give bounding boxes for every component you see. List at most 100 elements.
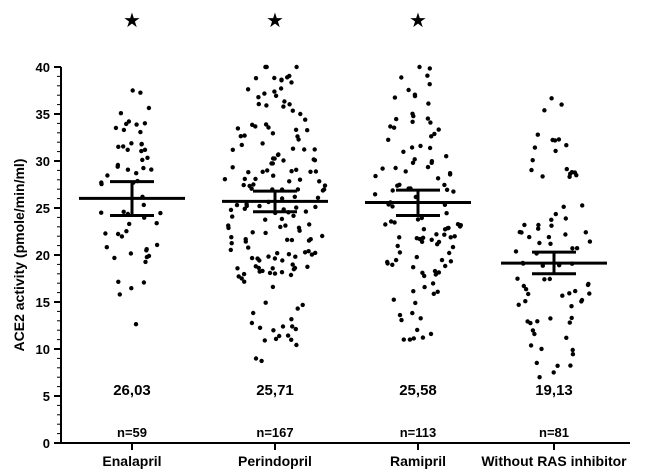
data-point bbox=[230, 147, 235, 152]
data-point bbox=[573, 288, 578, 294]
data-point bbox=[530, 328, 536, 333]
data-point bbox=[570, 352, 576, 357]
data-point bbox=[410, 160, 416, 165]
data-point bbox=[228, 207, 234, 213]
data-point bbox=[121, 144, 126, 149]
data-point bbox=[388, 124, 393, 129]
data-point bbox=[293, 254, 298, 259]
data-point bbox=[264, 103, 269, 108]
data-point bbox=[113, 125, 119, 131]
data-point bbox=[256, 265, 261, 271]
group-ramipril: 25,58 n=113 Ramipril ★ bbox=[365, 8, 471, 469]
data-point bbox=[115, 162, 121, 168]
data-point bbox=[238, 134, 243, 139]
data-point bbox=[397, 250, 403, 255]
data-point bbox=[397, 182, 402, 187]
data-point bbox=[569, 315, 574, 321]
data-point bbox=[288, 272, 294, 278]
data-point bbox=[401, 149, 406, 154]
data-point bbox=[401, 337, 406, 342]
data-point bbox=[561, 204, 566, 209]
data-point bbox=[403, 169, 408, 174]
data-point bbox=[386, 137, 391, 142]
data-point bbox=[298, 111, 303, 117]
sample-size-label: n=167 bbox=[256, 425, 293, 440]
data-point bbox=[383, 222, 388, 227]
data-point bbox=[281, 158, 286, 163]
data-point bbox=[272, 75, 277, 81]
x-category-label: Ramipril bbox=[390, 453, 446, 469]
data-point bbox=[145, 155, 150, 160]
data-point bbox=[532, 145, 538, 150]
data-point bbox=[278, 224, 283, 230]
data-point bbox=[125, 147, 130, 152]
data-point bbox=[528, 343, 534, 348]
data-point bbox=[241, 182, 246, 188]
data-point bbox=[308, 237, 313, 242]
data-point bbox=[569, 304, 574, 309]
data-point bbox=[297, 177, 303, 182]
data-point bbox=[525, 319, 530, 324]
data-point bbox=[273, 93, 279, 99]
data-point bbox=[287, 102, 292, 107]
data-point bbox=[568, 363, 573, 368]
data-point bbox=[257, 325, 263, 330]
data-point bbox=[253, 356, 259, 361]
data-point bbox=[446, 225, 451, 231]
data-point bbox=[263, 122, 269, 127]
data-point bbox=[436, 270, 442, 275]
data-point bbox=[317, 179, 322, 184]
data-point bbox=[414, 254, 419, 260]
x-category-label: Perindopril bbox=[238, 453, 312, 469]
data-point bbox=[287, 73, 292, 79]
data-point bbox=[315, 195, 321, 200]
data-point bbox=[427, 145, 433, 151]
data-point bbox=[393, 257, 399, 263]
data-point bbox=[139, 142, 144, 147]
data-point bbox=[289, 80, 294, 85]
data-point bbox=[296, 137, 301, 142]
data-point bbox=[277, 333, 282, 339]
data-point bbox=[537, 240, 542, 246]
data-point bbox=[546, 234, 552, 240]
data-point bbox=[280, 258, 285, 263]
data-point bbox=[412, 157, 417, 162]
data-point bbox=[451, 189, 456, 194]
data-point bbox=[300, 302, 305, 308]
y-tick-label: 5 bbox=[43, 389, 50, 404]
data-point bbox=[134, 171, 139, 176]
data-point bbox=[542, 277, 547, 282]
data-point bbox=[263, 230, 268, 236]
data-point bbox=[556, 137, 562, 142]
data-point bbox=[154, 221, 159, 226]
data-point bbox=[536, 226, 541, 231]
x-category-label: Without RAS inhibitor bbox=[481, 453, 627, 469]
data-point bbox=[433, 272, 438, 277]
data-point bbox=[390, 262, 395, 267]
data-point bbox=[279, 196, 285, 201]
data-point bbox=[313, 250, 318, 256]
data-point bbox=[257, 203, 262, 209]
data-point bbox=[308, 169, 313, 174]
data-point bbox=[138, 90, 143, 95]
data-point bbox=[411, 336, 416, 341]
data-point bbox=[262, 91, 267, 96]
significance-star-icon: ★ bbox=[409, 8, 427, 32]
data-point bbox=[303, 117, 308, 122]
data-point bbox=[583, 230, 588, 235]
data-point bbox=[289, 317, 294, 322]
data-point bbox=[242, 133, 247, 138]
data-point bbox=[143, 259, 148, 265]
data-point bbox=[291, 213, 296, 218]
data-point bbox=[305, 264, 310, 269]
data-point bbox=[550, 137, 555, 143]
data-point bbox=[535, 132, 540, 137]
data-point bbox=[431, 291, 436, 296]
group-without-ras-inhibitor: 19,13 n=81 Without RAS inhibitor bbox=[481, 96, 627, 469]
data-point bbox=[539, 346, 544, 352]
data-point bbox=[141, 165, 146, 171]
data-point bbox=[443, 263, 448, 269]
data-point bbox=[134, 122, 139, 127]
data-point bbox=[526, 291, 531, 297]
data-point bbox=[535, 319, 540, 324]
